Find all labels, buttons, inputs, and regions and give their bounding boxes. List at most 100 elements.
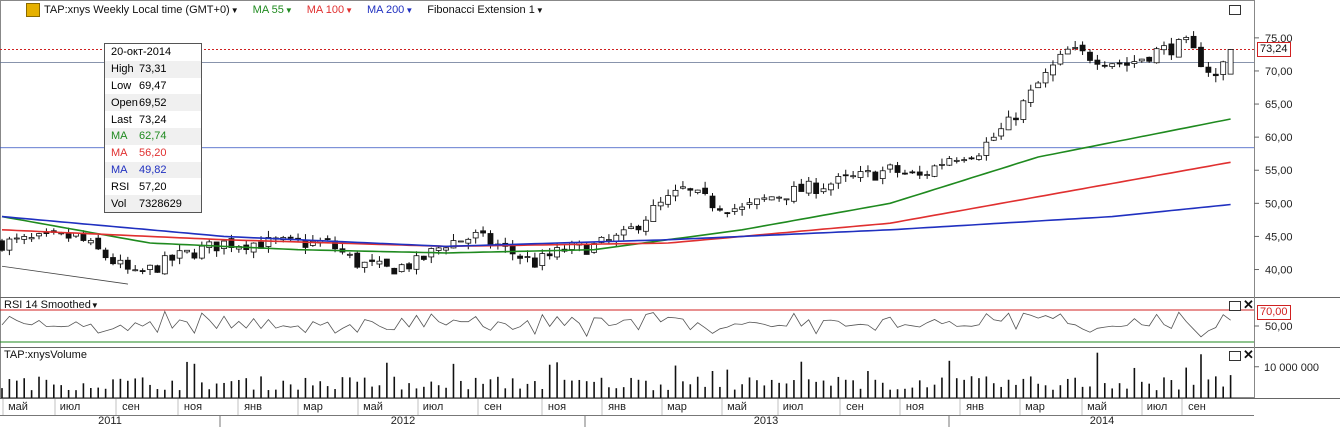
candle-body	[1087, 51, 1093, 61]
price-tick-label: 60,00	[1265, 132, 1293, 144]
candle-body	[805, 180, 812, 194]
candle-body	[176, 250, 183, 259]
candle-body	[850, 175, 857, 178]
candle-body	[124, 259, 131, 270]
candle-body	[953, 159, 960, 162]
candle-body	[117, 259, 124, 265]
candle-body	[694, 189, 701, 193]
chevron-down-icon: ▼	[90, 301, 99, 310]
candle-body	[228, 238, 235, 248]
candle-body	[1227, 49, 1234, 75]
candle-body	[1109, 63, 1116, 67]
ma55-label[interactable]: MA 55▼	[252, 4, 293, 16]
tooltip-row: Last 73,24	[111, 113, 167, 126]
candle-body	[857, 171, 864, 178]
month-label: май	[8, 401, 28, 413]
candle-body	[902, 172, 908, 175]
candle-body	[87, 240, 94, 244]
rsi-maximize-icon[interactable]	[1229, 301, 1241, 311]
ma200-label[interactable]: MA 200▼	[367, 4, 414, 16]
candle-body	[1220, 61, 1227, 75]
tooltip-row: Vol 7328629	[105, 195, 201, 212]
candle-body	[406, 263, 412, 270]
month-label: янв	[966, 401, 984, 413]
candle-body	[383, 258, 390, 267]
candle-body	[791, 185, 797, 202]
candle-body	[221, 240, 227, 249]
candle-body	[1205, 66, 1212, 73]
ma100-label[interactable]: MA 100▼	[306, 4, 353, 16]
month-label: ноя	[906, 401, 924, 413]
candle-body	[665, 195, 672, 205]
candle-body	[354, 252, 361, 268]
candle-body	[1138, 58, 1145, 62]
candle-body	[465, 238, 472, 244]
volume-close-icon[interactable]: ✕	[1243, 347, 1254, 362]
maximize-icon[interactable]	[1229, 5, 1241, 15]
candle-body	[990, 136, 997, 141]
chevron-down-icon: ▼	[405, 6, 414, 15]
candle-body	[1027, 89, 1034, 103]
chevron-down-icon: ▼	[284, 6, 293, 15]
candle-body	[531, 257, 538, 268]
candle-body	[717, 208, 723, 211]
year-label: 2011	[98, 415, 122, 427]
candle-body	[754, 198, 760, 205]
rsi-title[interactable]: RSI 14 Smoothed▼	[4, 299, 99, 311]
candle-body	[1212, 73, 1219, 77]
volume-title: TAP:xnysVolume	[4, 349, 87, 361]
trend-line	[1, 265, 129, 285]
candle-body	[739, 206, 746, 210]
tooltip-date: 20-окт-2014	[111, 46, 172, 59]
volume-maximize-icon[interactable]	[1229, 351, 1241, 361]
price-tick-label: 70,00	[1265, 66, 1293, 78]
candle-body	[672, 189, 679, 197]
tooltip-row: Low 69,47	[111, 79, 167, 92]
candle-body	[1005, 116, 1012, 131]
candle-body	[524, 256, 531, 258]
candle-body	[139, 270, 146, 272]
ma55-line	[1, 118, 1231, 254]
ohlc-tooltip: 20-окт-2014 High 73,31 Low 69,47 Open 69,52…	[104, 43, 202, 213]
candle-body	[768, 196, 775, 201]
candle-body	[828, 183, 834, 191]
candle-body	[1183, 37, 1190, 41]
month-label: ноя	[184, 401, 202, 413]
candle-body	[628, 226, 635, 229]
price-tick-label: 65,00	[1265, 99, 1293, 111]
candle-body	[472, 231, 479, 239]
candle-body	[798, 183, 805, 192]
rsi-close-icon[interactable]: ✕	[1243, 297, 1254, 312]
fibonacci-label[interactable]: Fibonacci Extension 1▼	[427, 4, 544, 16]
candle-body	[43, 232, 50, 234]
candle-body	[110, 257, 116, 265]
candle-body	[1153, 48, 1160, 64]
month-label: мар	[1025, 401, 1045, 413]
candle-body	[95, 237, 102, 250]
month-label: сен	[846, 401, 864, 413]
month-label: май	[363, 401, 383, 413]
candle-body	[961, 159, 968, 162]
chevron-down-icon: ▼	[230, 6, 239, 15]
symbol-label[interactable]: TAP:xnys Weekly Local time (GMT+0)▼	[44, 4, 239, 16]
candle-body	[916, 171, 923, 176]
tooltip-row: MA 49,82	[105, 161, 201, 179]
candle-body	[169, 254, 176, 261]
candle-body	[391, 267, 398, 275]
candle-body	[1094, 59, 1101, 65]
month-label: июл	[783, 401, 804, 413]
candle-body	[287, 236, 294, 239]
price-tick-label: 75,00	[1265, 33, 1293, 45]
candle-body	[102, 249, 109, 259]
candle-body	[872, 171, 879, 181]
candle-body	[1146, 56, 1153, 62]
candle-body	[13, 237, 20, 240]
candle-body	[147, 264, 153, 270]
price-tick-label: 55,00	[1265, 165, 1293, 177]
candle-body	[361, 261, 368, 269]
price-tick-label: 40,00	[1265, 265, 1293, 277]
month-label: июл	[423, 401, 444, 413]
candle-body	[324, 238, 331, 240]
candle-body	[161, 255, 168, 275]
